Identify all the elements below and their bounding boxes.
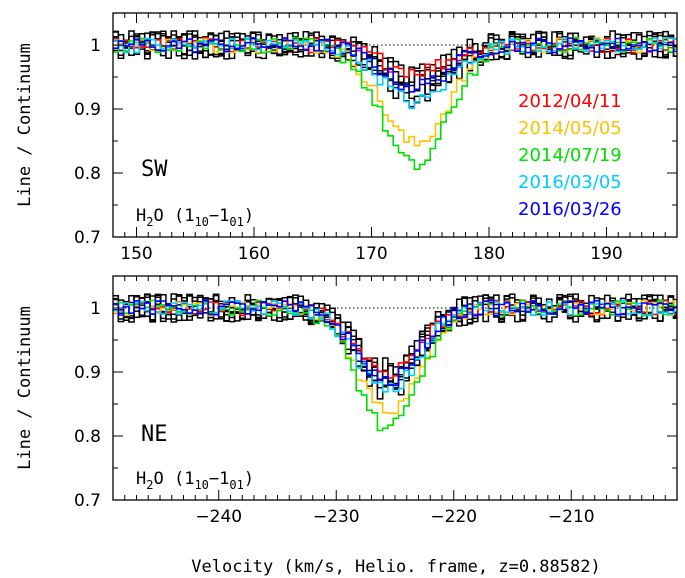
panel-label: SW <box>141 157 168 182</box>
panel-ne: −240 −230 −220 −210 0.7 0.8 0.9 1 NE H2O (110−101… <box>74 275 678 527</box>
x-tick-label: 180 <box>473 244 505 264</box>
legend: 2012/04/11 2014/05/05 2014/07/19 2016/03/05… <box>518 91 622 220</box>
molecule-label: H2O (110−101) <box>136 469 254 492</box>
y-tick-label: 0.8 <box>74 427 101 447</box>
spectrum-black-10 <box>113 30 677 94</box>
panel-label: NE <box>141 422 168 447</box>
spectrum-2012-04-11 <box>113 299 677 379</box>
x-tick-label: 150 <box>120 244 152 264</box>
panel-sw: 150 160 170 180 190 0.7 0.8 0.9 1 SW H2O (110−101) <box>74 12 678 264</box>
legend-entry-2016-03-26: 2016/03/26 <box>518 199 622 220</box>
x-tick-label: 190 <box>590 244 622 264</box>
spectrum-2016-03-26 <box>113 37 677 93</box>
x-axis-title: Velocity (km/s, Helio. frame, z=0.88582) <box>191 557 600 577</box>
legend-entry-2014-05-05: 2014/05/05 <box>518 118 622 139</box>
y-tick-label: 0.9 <box>74 100 101 120</box>
y-tick-label: 0.7 <box>74 491 101 511</box>
legend-entry-2014-07-19: 2014/07/19 <box>518 145 622 166</box>
x-tick-label: 170 <box>355 244 387 264</box>
legend-entry-2012-04-11: 2012/04/11 <box>518 91 622 112</box>
spectrum-2016-03-26 <box>113 299 677 387</box>
legend-entry-2016-03-05: 2016/03/05 <box>518 172 622 193</box>
x-tick-label: −230 <box>313 507 360 527</box>
x-tick-label: −240 <box>195 507 242 527</box>
y-tick-label: 0.7 <box>74 228 101 248</box>
y-tick-label: 0.9 <box>74 363 101 383</box>
x-tick-label: −210 <box>548 507 595 527</box>
y-tick-label: 1 <box>90 299 101 319</box>
y-tick-label: 0.8 <box>74 164 101 184</box>
x-tick-label: −220 <box>430 507 477 527</box>
x-tick-label: 160 <box>238 244 270 264</box>
molecule-label: H2O (110−101) <box>136 206 254 229</box>
y-axis-title-top: Line / Continuum <box>15 43 35 207</box>
y-tick-label: 1 <box>90 36 101 56</box>
y-axis-title-bottom: Line / Continuum <box>15 306 35 470</box>
